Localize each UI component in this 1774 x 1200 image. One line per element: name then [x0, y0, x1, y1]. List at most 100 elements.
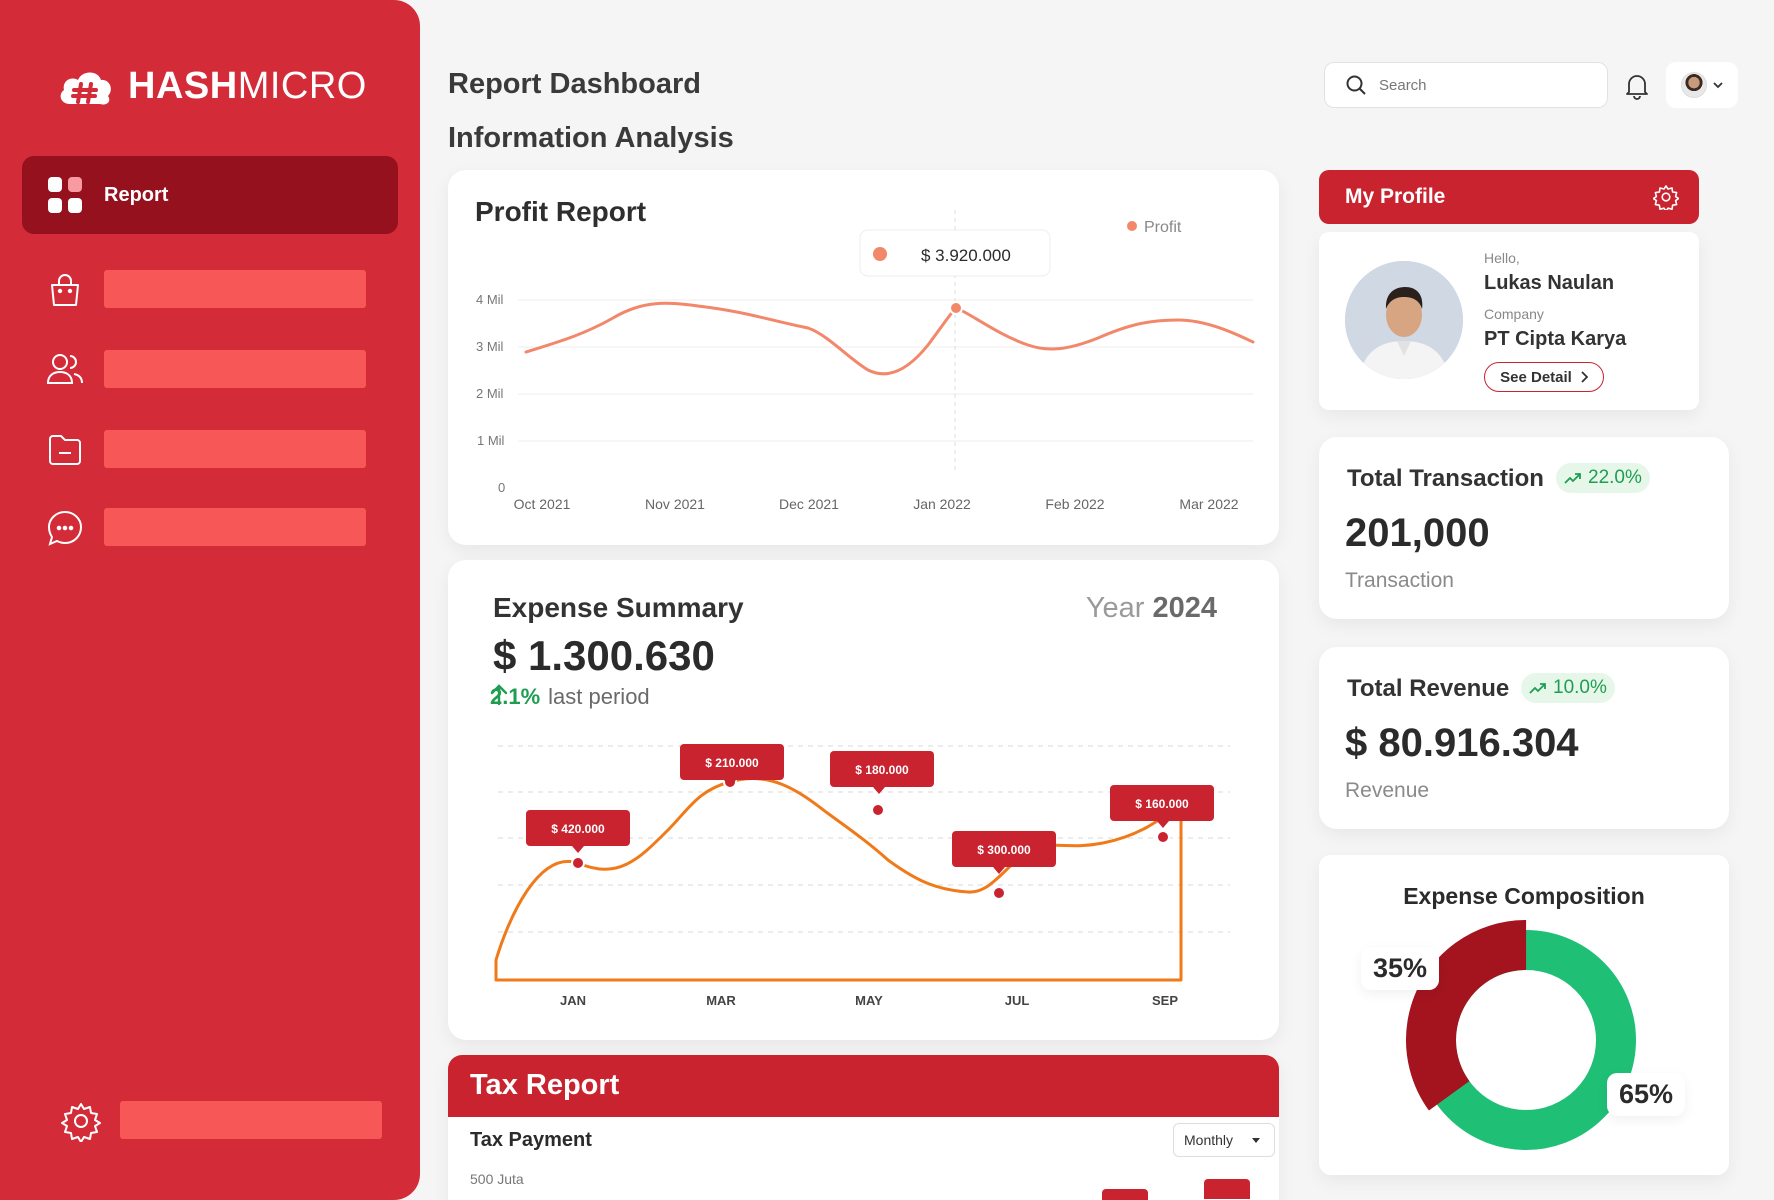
expense-point-may — [871, 803, 885, 817]
sidebar-item-placeholder — [104, 350, 366, 388]
legend-dot — [1127, 221, 1137, 231]
stat-change-badge: 22.0% — [1556, 463, 1650, 493]
y-tick: 1 Mil — [477, 433, 505, 448]
expense-callout: $ 420.000 — [526, 810, 630, 853]
folder-icon — [49, 435, 81, 465]
donut-label-green: 65% — [1607, 1073, 1686, 1116]
x-tick: JUL — [1005, 993, 1030, 1008]
user-menu[interactable] — [1666, 62, 1738, 108]
search-input[interactable] — [1379, 76, 1579, 94]
tax-bar — [1102, 1189, 1148, 1200]
brand-name: HASHMICRO — [128, 64, 367, 107]
notification-bell-icon[interactable] — [1624, 72, 1650, 100]
y-tick: 3 Mil — [476, 339, 504, 354]
svg-text:$ 180.000: $ 180.000 — [855, 763, 909, 777]
expense-point-jan — [571, 856, 585, 870]
profit-tooltip: $ 3.920.000 — [859, 229, 1051, 277]
shopping-bag-icon — [51, 274, 79, 306]
sidebar-item-customers[interactable] — [44, 350, 374, 390]
profit-chart: 4 Mil 3 Mil 2 Mil 1 Mil 0 Oct 2021 Nov 2… — [476, 210, 1255, 512]
x-tick: MAY — [855, 993, 883, 1008]
trend-up-icon — [1529, 683, 1546, 694]
sidebar-item-orders[interactable] — [44, 270, 374, 310]
dashboard-grid-icon — [48, 177, 82, 213]
profile-photo — [1345, 261, 1463, 379]
greeting: Hello, — [1484, 250, 1520, 266]
see-detail-button[interactable]: See Detail — [1484, 362, 1604, 392]
profit-report-card: Profit Report 4 Mil 3 Mil 2 Mil 1 Mil 0 … — [448, 170, 1279, 545]
expense-callout: $ 210.000 — [680, 744, 784, 787]
caret-down-icon — [1252, 1138, 1260, 1143]
profile-card: Hello, Lukas Naulan Company PT Cipta Kar… — [1319, 232, 1699, 410]
expense-total-amount: $ 1.300.630 — [493, 632, 715, 679]
total-transaction-card: Total Transaction 22.0% 201,000 Transact… — [1319, 437, 1729, 619]
arrow-up-icon — [490, 684, 508, 706]
sidebar-item-settings[interactable] — [60, 1101, 390, 1142]
stat-change-badge: 10.0% — [1521, 673, 1615, 703]
donut-label-red: 35% — [1361, 947, 1440, 990]
brand-logo[interactable]: HASHMICRO — [56, 64, 367, 108]
period-dropdown[interactable]: Monthly — [1173, 1123, 1275, 1157]
user-name: Lukas Naulan — [1484, 272, 1615, 294]
expense-callout: $ 160.000 — [1110, 785, 1214, 828]
x-tick: Oct 2021 — [514, 496, 571, 512]
my-profile-title: My Profile — [1345, 185, 1446, 208]
x-tick: JAN — [560, 993, 586, 1008]
sidebar: HASHMICRO Report — [0, 0, 420, 1200]
legend-label: Profit — [1144, 219, 1182, 236]
expense-change: 2.1% last period — [490, 684, 650, 710]
x-tick: MAR — [706, 993, 736, 1008]
expense-point-jul — [992, 886, 1006, 900]
year-selector[interactable]: Year 2024 — [1085, 592, 1217, 624]
x-tick: Nov 2021 — [645, 496, 705, 512]
chevron-right-icon — [1581, 371, 1588, 383]
tax-bar — [1204, 1179, 1250, 1199]
stat-unit: Transaction — [1345, 569, 1454, 592]
gear-icon[interactable] — [1653, 184, 1679, 210]
expense-callout: $ 180.000 — [830, 751, 934, 794]
stat-label: Total Transaction — [1347, 465, 1544, 492]
chat-icon — [47, 510, 83, 546]
period-dropdown-value: Monthly — [1184, 1132, 1234, 1148]
expense-callout: $ 300.000 — [952, 831, 1056, 874]
page-title: Report Dashboard — [448, 68, 701, 100]
expense-point-sep — [1156, 830, 1170, 844]
gear-icon — [61, 1103, 101, 1142]
expense-chart: $ 420.000 $ 210.000 $ 180.000 $ 300.000 … — [494, 744, 1230, 1008]
svg-text:$ 210.000: $ 210.000 — [705, 756, 759, 770]
svg-text:$ 3.920.000: $ 3.920.000 — [921, 246, 1011, 265]
sidebar-item-report[interactable]: Report — [22, 156, 398, 234]
svg-text:$ 300.000: $ 300.000 — [977, 843, 1031, 857]
sidebar-item-placeholder — [120, 1101, 382, 1139]
sidebar-item-placeholder — [104, 430, 366, 468]
y-tick: 500 Juta — [470, 1171, 524, 1187]
tax-payment-label: Tax Payment — [470, 1129, 592, 1151]
tax-report-title: Tax Report — [448, 1055, 1279, 1117]
x-tick: SEP — [1152, 993, 1178, 1008]
profit-report-title: Profit Report — [475, 196, 647, 227]
search-icon — [1346, 75, 1366, 95]
stat-label: Total Revenue — [1347, 675, 1510, 702]
sidebar-item-placeholder — [104, 508, 366, 546]
sidebar-item-messages[interactable] — [44, 508, 374, 548]
x-tick: Jan 2022 — [913, 496, 971, 512]
stat-value: $ 80.916.304 — [1345, 721, 1579, 765]
y-tick: 0 — [498, 480, 505, 495]
see-detail-label: See Detail — [1500, 368, 1572, 386]
expense-composition-card: Expense Composition 35% 65% — [1319, 855, 1729, 1175]
x-tick: Dec 2021 — [779, 496, 839, 512]
sidebar-item-files[interactable] — [44, 430, 374, 470]
y-tick: 2 Mil — [476, 386, 504, 401]
total-revenue-card: Total Revenue 10.0% $ 80.916.304 Revenue — [1319, 647, 1729, 829]
trend-up-icon — [1564, 473, 1581, 484]
company-label: Company — [1484, 306, 1544, 322]
x-tick: Feb 2022 — [1045, 496, 1104, 512]
stat-value: 201,000 — [1345, 511, 1490, 555]
profit-point-jan-2022[interactable] — [949, 301, 963, 315]
sidebar-item-label: Report — [104, 183, 169, 206]
expense-series-line — [494, 776, 1183, 982]
x-tick: Mar 2022 — [1179, 496, 1238, 512]
expense-summary-title: Expense Summary — [493, 592, 744, 623]
svg-text:$ 160.000: $ 160.000 — [1135, 797, 1189, 811]
search-box[interactable] — [1324, 62, 1608, 108]
